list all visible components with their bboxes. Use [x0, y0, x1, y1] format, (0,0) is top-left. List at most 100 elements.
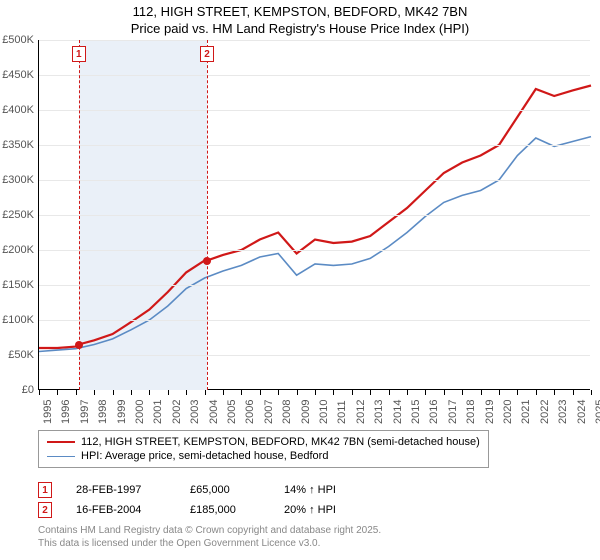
attribution-line-2: This data is licensed under the Open Gov…: [38, 537, 381, 550]
event-marker-line: [79, 40, 80, 390]
x-axis-label: 2021: [520, 400, 532, 424]
x-axis-label: 1999: [116, 400, 128, 424]
x-axis-label: 2009: [300, 400, 312, 424]
event-badge-1: 1: [38, 482, 52, 498]
title-line-2: Price paid vs. HM Land Registry's House …: [0, 21, 600, 38]
x-tick: [591, 390, 592, 395]
y-axis-label: £400K: [0, 104, 34, 116]
x-tick: [113, 390, 114, 395]
x-tick: [39, 390, 40, 395]
x-axis-label: 2023: [557, 400, 569, 424]
x-axis-label: 1996: [60, 400, 72, 424]
y-gridline: [39, 40, 590, 41]
legend-swatch-property: [47, 441, 75, 443]
x-axis-label: 2008: [281, 400, 293, 424]
x-tick: [333, 390, 334, 395]
x-tick: [186, 390, 187, 395]
event-price-2: £185,000: [190, 504, 260, 516]
x-tick: [352, 390, 353, 395]
event-marker-line: [207, 40, 208, 390]
x-tick: [297, 390, 298, 395]
x-tick: [462, 390, 463, 395]
event-date-1: 28-FEB-1997: [76, 484, 166, 496]
legend: 112, HIGH STREET, KEMPSTON, BEDFORD, MK4…: [38, 430, 489, 468]
y-gridline: [39, 250, 590, 251]
x-tick: [481, 390, 482, 395]
x-tick: [536, 390, 537, 395]
x-tick: [94, 390, 95, 395]
x-axis-label: 2019: [484, 400, 496, 424]
x-axis-label: 2013: [373, 400, 385, 424]
y-axis-label: £0: [0, 384, 34, 396]
x-axis-label: 2007: [263, 400, 275, 424]
x-tick: [168, 390, 169, 395]
y-gridline: [39, 285, 590, 286]
event-hpi-2: 20% ↑ HPI: [284, 504, 374, 516]
chart-container: 112, HIGH STREET, KEMPSTON, BEDFORD, MK4…: [0, 0, 600, 560]
chart-area: 12 £0£50K£100K£150K£200K£250K£300K£350K£…: [0, 40, 600, 420]
legend-swatch-hpi: [47, 456, 75, 457]
y-axis-label: £250K: [0, 209, 34, 221]
y-gridline: [39, 75, 590, 76]
x-axis-label: 2014: [392, 400, 404, 424]
x-axis-label: 2025: [594, 400, 600, 424]
chart-title: 112, HIGH STREET, KEMPSTON, BEDFORD, MK4…: [0, 0, 600, 38]
x-axis-label: 1995: [42, 400, 54, 424]
event-hpi-1: 14% ↑ HPI: [284, 484, 374, 496]
x-tick: [260, 390, 261, 395]
x-axis-label: 2024: [576, 400, 588, 424]
series-line-property: [39, 86, 591, 349]
event-row-1: 1 28-FEB-1997 £65,000 14% ↑ HPI: [38, 480, 374, 500]
x-tick: [205, 390, 206, 395]
legend-item-hpi: HPI: Average price, semi-detached house,…: [47, 449, 480, 463]
x-axis-label: 2020: [502, 400, 514, 424]
x-tick: [131, 390, 132, 395]
x-tick: [241, 390, 242, 395]
y-gridline: [39, 110, 590, 111]
x-tick: [499, 390, 500, 395]
x-axis-label: 2005: [226, 400, 238, 424]
x-tick: [554, 390, 555, 395]
x-axis-label: 2015: [410, 400, 422, 424]
legend-label-property: 112, HIGH STREET, KEMPSTON, BEDFORD, MK4…: [81, 436, 480, 448]
x-axis-label: 1998: [97, 400, 109, 424]
event-marker-dot: [203, 257, 211, 265]
y-axis-label: £100K: [0, 314, 34, 326]
y-gridline: [39, 180, 590, 181]
y-axis-label: £200K: [0, 244, 34, 256]
x-axis-label: 2017: [447, 400, 459, 424]
x-tick: [573, 390, 574, 395]
event-row-2: 2 16-FEB-2004 £185,000 20% ↑ HPI: [38, 500, 374, 520]
x-axis-label: 2018: [465, 400, 477, 424]
y-gridline: [39, 145, 590, 146]
x-axis-label: 1997: [79, 400, 91, 424]
x-tick: [425, 390, 426, 395]
x-tick: [517, 390, 518, 395]
x-tick: [315, 390, 316, 395]
x-tick: [370, 390, 371, 395]
x-axis-label: 2022: [539, 400, 551, 424]
event-marker-badge: 1: [72, 46, 86, 62]
x-tick: [223, 390, 224, 395]
y-gridline: [39, 320, 590, 321]
attribution: Contains HM Land Registry data © Crown c…: [38, 524, 381, 550]
event-badge-2: 2: [38, 502, 52, 518]
title-line-1: 112, HIGH STREET, KEMPSTON, BEDFORD, MK4…: [0, 4, 600, 21]
y-axis-label: £450K: [0, 69, 34, 81]
x-axis-label: 2000: [134, 400, 146, 424]
x-tick: [149, 390, 150, 395]
y-axis-label: £500K: [0, 34, 34, 46]
attribution-line-1: Contains HM Land Registry data © Crown c…: [38, 524, 381, 537]
x-axis-label: 2006: [244, 400, 256, 424]
event-marker-dot: [75, 341, 83, 349]
x-axis-label: 2012: [355, 400, 367, 424]
plot-area: 12: [38, 40, 590, 390]
x-axis-label: 2004: [208, 400, 220, 424]
y-axis-label: £50K: [0, 349, 34, 361]
x-tick: [76, 390, 77, 395]
y-axis-label: £300K: [0, 174, 34, 186]
y-gridline: [39, 215, 590, 216]
x-axis-label: 2011: [336, 400, 348, 424]
x-axis-label: 2002: [171, 400, 183, 424]
event-date-2: 16-FEB-2004: [76, 504, 166, 516]
